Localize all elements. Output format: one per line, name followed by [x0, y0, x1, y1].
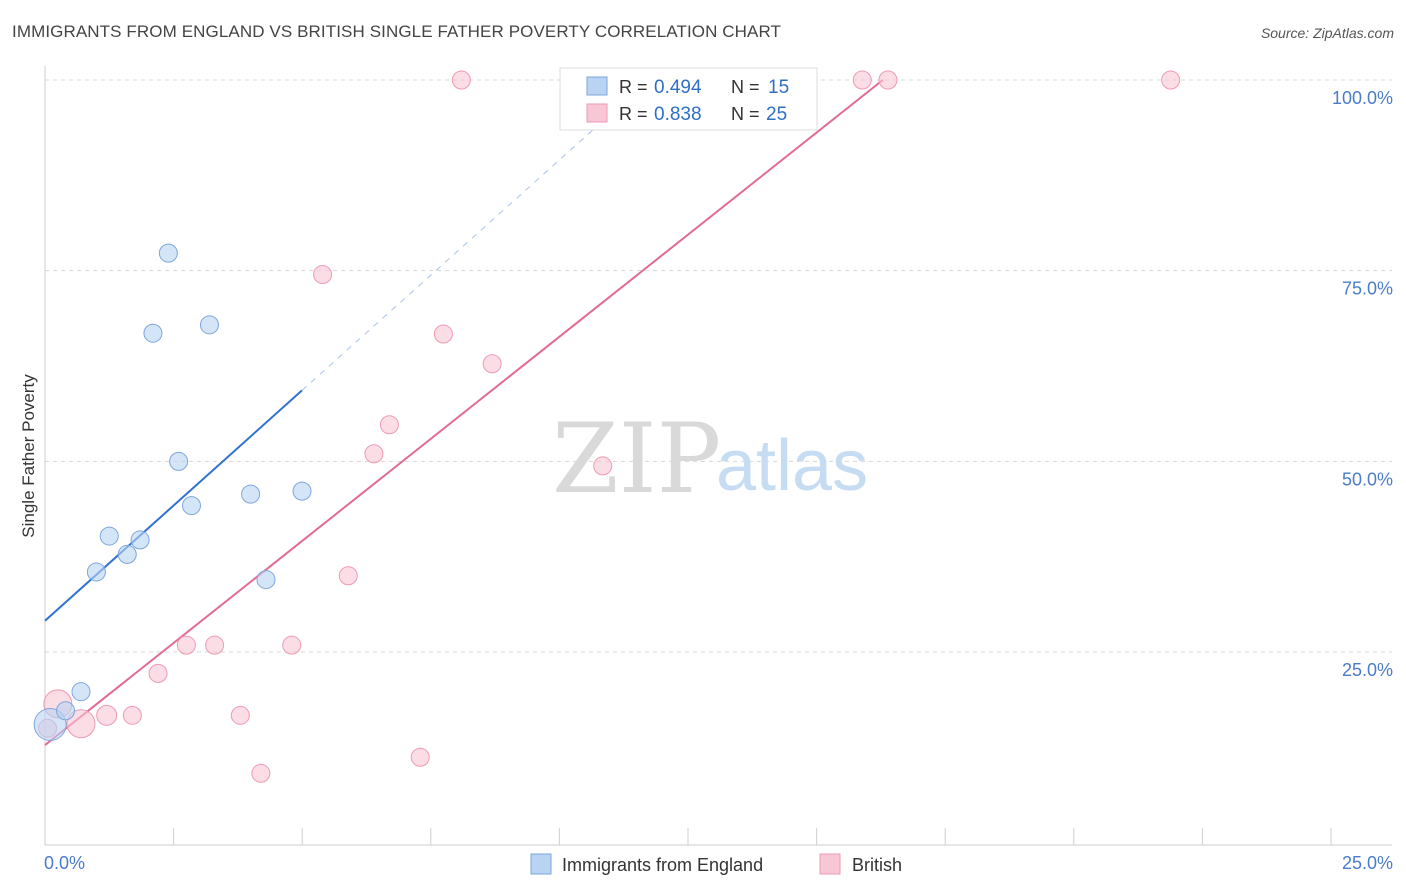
legend-n-value-pink: 25: [766, 104, 787, 125]
grid-lines: [45, 79, 1392, 653]
point-british: [451, 70, 471, 90]
point-british: [148, 663, 168, 683]
point-british: [122, 705, 142, 725]
point-british: [282, 635, 302, 655]
watermark: ZIP atlas: [552, 403, 868, 515]
legend-r-value-pink: 0.838: [654, 104, 702, 125]
point-england: [143, 323, 163, 343]
point-british: [482, 354, 502, 374]
trend-line-england-extension: [301, 113, 611, 391]
point-british: [364, 444, 384, 464]
point-england: [181, 496, 201, 516]
point-british: [878, 70, 898, 90]
point-british: [96, 704, 118, 726]
point-british: [593, 456, 613, 476]
point-british: [230, 705, 250, 725]
y-tick-label: 100.0%: [1332, 88, 1393, 108]
point-england: [117, 544, 137, 564]
point-england: [99, 526, 119, 546]
point-british: [379, 415, 399, 435]
bottom-legend-swatch-blue[interactable]: [530, 853, 552, 875]
point-england: [256, 570, 276, 590]
point-british: [251, 763, 271, 783]
source-label[interactable]: Source: ZipAtlas.com: [1260, 25, 1394, 41]
legend-swatch-pink: [586, 103, 608, 123]
y-tick-label: 25.0%: [1342, 660, 1393, 680]
y-axis-label: Single Father Poverty: [19, 374, 38, 538]
y-tick-label: 50.0%: [1342, 469, 1393, 489]
point-england: [56, 701, 76, 721]
watermark-zip: ZIP: [552, 403, 721, 515]
point-england: [130, 530, 150, 550]
trend-lines: [44, 79, 884, 746]
point-england: [199, 315, 219, 335]
x-tick-label-max: 25.0%: [1342, 853, 1393, 873]
point-british: [338, 566, 358, 586]
point-british: [313, 264, 333, 284]
point-british: [433, 324, 453, 344]
bottom-legend-label-blue[interactable]: Immigrants from England: [562, 855, 763, 875]
trend-line-british: [44, 79, 884, 746]
point-england: [169, 451, 189, 471]
bottom-legend-label-pink[interactable]: British: [852, 855, 902, 875]
trend-line-england: [44, 389, 303, 622]
point-british: [852, 70, 872, 90]
legend-r-label-pink: R =: [619, 104, 648, 124]
watermark-atlas: atlas: [716, 426, 868, 506]
point-england: [292, 481, 312, 501]
y-tick-labels: 25.0% 50.0% 75.0% 100.0%: [1332, 88, 1393, 680]
point-british: [1161, 70, 1181, 90]
stats-legend: R = 0.494 N = 15 R = 0.838 N = 25: [559, 67, 818, 131]
england-points: [33, 243, 312, 741]
legend-n-value-blue: 15: [768, 77, 789, 98]
legend-r-label-blue: R =: [619, 77, 648, 97]
x-ticks: [44, 828, 1332, 845]
x-tick-label-min: 0.0%: [44, 853, 85, 873]
point-british: [410, 747, 430, 767]
y-tick-label: 75.0%: [1342, 279, 1393, 299]
bottom-legend-swatch-pink[interactable]: [819, 853, 841, 875]
point-england: [158, 243, 178, 263]
legend-r-value-blue: 0.494: [654, 77, 702, 98]
point-england: [71, 682, 91, 702]
chart-title: IMMIGRANTS FROM ENGLAND VS BRITISH SINGL…: [12, 22, 782, 41]
legend-n-label-pink: N =: [731, 104, 760, 124]
legend-swatch-blue: [586, 76, 608, 96]
point-british: [66, 709, 96, 739]
legend-n-label-blue: N =: [731, 77, 760, 97]
point-england: [241, 484, 261, 504]
point-british: [176, 635, 196, 655]
point-british: [205, 635, 225, 655]
point-england: [86, 562, 106, 582]
series-legend: Immigrants from England British: [530, 853, 902, 875]
